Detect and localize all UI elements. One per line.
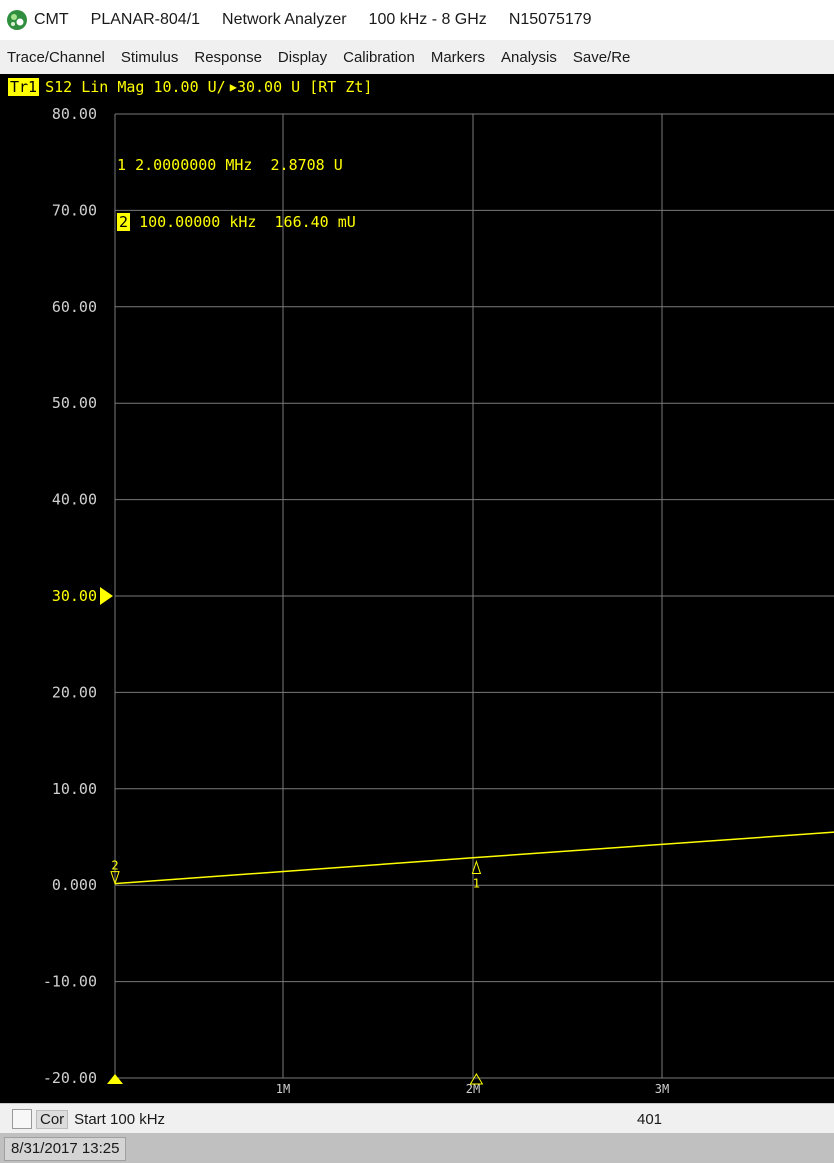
datetime-display: 8/31/2017 13:25: [4, 1137, 127, 1161]
menu-stimulus[interactable]: Stimulus: [120, 48, 179, 66]
menu-trace-channel[interactable]: Trace/Channel: [7, 48, 105, 66]
app-product: Network Analyzer: [222, 11, 347, 28]
trace-header: Tr1 S12 Lin Mag 10.00 U/ ▶ 30.00 U [RT Z…: [0, 74, 834, 100]
marker-2-label: 2: [111, 859, 118, 873]
trace-badge[interactable]: Tr1: [8, 78, 40, 96]
y-tick-label: 70.00: [52, 201, 97, 219]
y-tick-label: 50.00: [52, 394, 97, 412]
y-tick-label: 60.00: [52, 298, 97, 316]
cmt-logo-icon: [7, 10, 27, 30]
app-brand: CMT: [34, 11, 69, 28]
menu-calibration[interactable]: Calibration: [343, 48, 415, 66]
app-serial: N15075179: [508, 11, 592, 28]
menu-save-recall[interactable]: Save/Re: [572, 48, 631, 66]
marker-value: 2.8708 U: [270, 156, 343, 174]
marker-1-stimulus-icon: [469, 1073, 484, 1085]
correction-status[interactable]: Cor: [36, 1109, 69, 1129]
date-bar: 8/31/2017 13:25: [0, 1133, 834, 1163]
marker-2-icon: [110, 871, 120, 886]
y-tick-label: 0.000: [52, 876, 97, 894]
menu-markers[interactable]: Markers: [430, 48, 485, 66]
menu-analysis[interactable]: Analysis: [501, 48, 557, 66]
marker-1-icon: [471, 859, 482, 875]
marker-frequency: 2.0000000 MHz: [135, 156, 253, 174]
marker-1-label: 1: [473, 877, 480, 891]
menu-response[interactable]: Response: [194, 48, 262, 66]
marker-value: 166.40 mU: [274, 213, 356, 231]
x-tick-label: 2M: [466, 1082, 480, 1096]
reference-level-arrow-icon: [100, 587, 113, 605]
trace-line: [114, 831, 834, 885]
trace-format[interactable]: S12 Lin Mag 10.00 U/: [45, 78, 226, 96]
status-bar: Cor Start 100 kHz 401: [0, 1103, 834, 1134]
app-range: 100 kHz - 8 GHz: [368, 11, 487, 28]
x-tick-label: 1M: [276, 1082, 290, 1096]
y-tick-label: 80.00: [52, 105, 97, 123]
x-tick-label: 3M: [655, 1082, 669, 1096]
marker-row[interactable]: 2 100.00000 kHz 166.40 mU: [117, 213, 356, 232]
marker-row[interactable]: 1 2.0000000 MHz 2.8708 U: [117, 156, 356, 175]
trace-reference[interactable]: 30.00 U [RT Zt]: [236, 78, 373, 96]
marker-number: 1: [117, 156, 127, 174]
y-tick-label: 10.00: [52, 780, 97, 798]
y-tick-label: -20.00: [43, 1069, 97, 1087]
plot-svg: 80.0070.0060.0050.0040.0030.0020.0010.00…: [43, 105, 834, 1096]
channel-select-box[interactable]: [12, 1109, 32, 1129]
sweep-points[interactable]: 401: [637, 1110, 663, 1128]
plot-area[interactable]: 80.00 70.00 60.00 50.00 40.00 30.00 20.00 10.00…: [0, 100, 834, 1103]
reference-arrow-icon: ▶: [229, 80, 237, 94]
menu-display[interactable]: Display: [277, 48, 328, 66]
start-frequency[interactable]: Start 100 kHz: [74, 1110, 166, 1128]
app-model: PLANAR-804/1: [90, 11, 201, 28]
marker-frequency: 100.00000 kHz: [139, 213, 257, 231]
y-tick-label: 20.00: [52, 683, 97, 701]
menu-bar: Trace/Channel Stimulus Response Display …: [0, 40, 834, 75]
y-tick-label: 30.00: [52, 587, 97, 605]
y-tick-label: -10.00: [43, 973, 97, 991]
start-stimulus-marker-icon: [107, 1074, 123, 1084]
y-tick-label: 40.00: [52, 491, 97, 509]
marker-readout: 1 2.0000000 MHz 2.8708 U 2 100.00000 kHz…: [117, 118, 356, 251]
title-bar: CMT PLANAR-804/1 Network Analyzer 100 kH…: [0, 0, 834, 40]
marker-number-active: 2: [117, 213, 131, 231]
